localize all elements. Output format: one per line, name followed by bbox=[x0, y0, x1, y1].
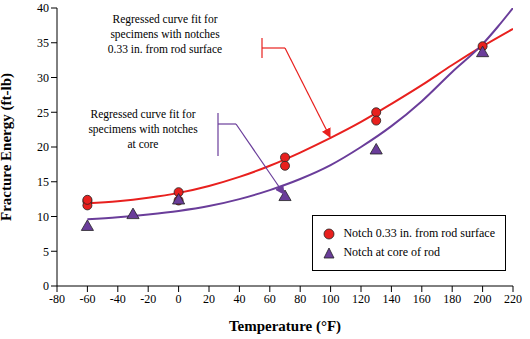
svg-text:0: 0 bbox=[176, 292, 182, 306]
svg-text:-40: -40 bbox=[110, 292, 126, 306]
svg-text:160: 160 bbox=[413, 292, 431, 306]
html-text:specimens with notches: specimens with notches bbox=[88, 123, 198, 135]
svg-text:Fracture Energy (ft-lb): Fracture Energy (ft-lb) bbox=[8, 73, 15, 221]
html-text:Regressed curve fit for: Regressed curve fit for bbox=[112, 13, 218, 25]
svg-text:10: 10 bbox=[37, 210, 49, 224]
svg-text:60: 60 bbox=[264, 292, 276, 306]
html-text:Regressed curve fit for: Regressed curve fit for bbox=[90, 108, 196, 120]
svg-text:200: 200 bbox=[474, 292, 492, 306]
svg-text:20: 20 bbox=[37, 140, 49, 154]
svg-text:20: 20 bbox=[203, 292, 215, 306]
svg-text:220: 220 bbox=[504, 292, 522, 306]
svg-text:100: 100 bbox=[322, 292, 340, 306]
svg-text:-80: -80 bbox=[49, 292, 65, 306]
svg-text:-60: -60 bbox=[79, 292, 95, 306]
html-text:0.33 in. from rod surface: 0.33 in. from rod surface bbox=[107, 43, 223, 55]
svg-text:180: 180 bbox=[443, 292, 461, 306]
html-text:specimens with notches: specimens with notches bbox=[110, 28, 220, 40]
svg-text:25: 25 bbox=[37, 106, 49, 120]
svg-text:120: 120 bbox=[352, 292, 370, 306]
html-text:Notch 0.33 in. from rod surfac: Notch 0.33 in. from rod surface bbox=[343, 226, 495, 240]
svg-text:40: 40 bbox=[37, 1, 49, 15]
svg-text:80: 80 bbox=[294, 292, 306, 306]
svg-text:Temperature (°F): Temperature (°F) bbox=[229, 318, 341, 335]
svg-text:-20: -20 bbox=[140, 292, 156, 306]
svg-text:30: 30 bbox=[37, 71, 49, 85]
svg-text:5: 5 bbox=[43, 245, 49, 259]
svg-text:35: 35 bbox=[37, 36, 49, 50]
svg-text:140: 140 bbox=[382, 292, 400, 306]
svg-text:15: 15 bbox=[37, 175, 49, 189]
html-text:at core: at core bbox=[127, 138, 159, 150]
svg-text:0: 0 bbox=[43, 279, 49, 293]
html-text:Notch at core of rod: Notch at core of rod bbox=[343, 245, 440, 259]
svg-text:40: 40 bbox=[233, 292, 245, 306]
